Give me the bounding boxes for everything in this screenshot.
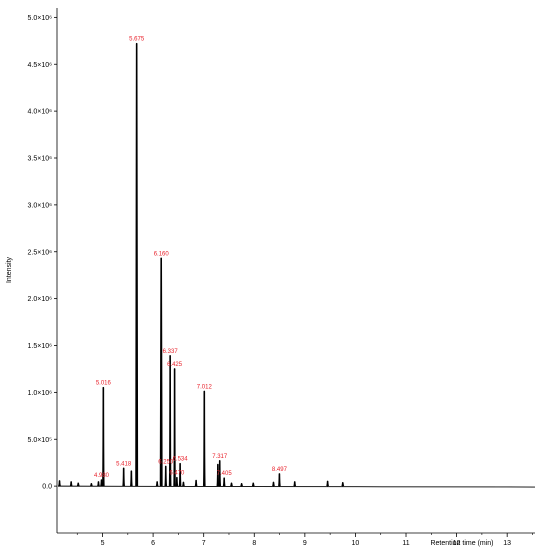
peak-trace xyxy=(194,479,198,487)
peak-label: 7.405 xyxy=(217,471,233,477)
peak-trace xyxy=(69,481,73,487)
y-tick-label: 1.5×10⁶ xyxy=(28,343,53,350)
peak-label: 6.160 xyxy=(154,251,170,257)
peak-trace xyxy=(240,482,244,487)
y-ticks: 0.0 5.0×10⁵ 1.0×10⁶ 1.5×10⁶ 2.0×10⁶ 2.5×10⁶ 3.… xyxy=(27,15,57,491)
y-tick-label: 1.0×10⁶ xyxy=(28,390,53,397)
peak-trace xyxy=(168,355,172,487)
y-tick-label: 4.0×10⁶ xyxy=(28,109,53,116)
x-tick-label: 5 xyxy=(101,540,105,547)
peak-trace xyxy=(97,481,100,487)
y-tick-label: 4.5×10⁶ xyxy=(28,62,53,69)
peak-label: 7.317 xyxy=(212,454,228,460)
y-tick-label: 3.0×10⁶ xyxy=(28,202,53,209)
peak-trace xyxy=(293,481,297,487)
peak-label: 4.980 xyxy=(94,473,110,479)
peak-label: 6.470 xyxy=(169,471,185,477)
y-tick-label: 5.0×10⁶ xyxy=(28,15,53,22)
peak-trace xyxy=(326,480,330,487)
peak-label: 5.418 xyxy=(116,461,132,467)
baseline-trace xyxy=(58,485,536,488)
y-axis-title: Intensity xyxy=(6,256,13,283)
y-tick-label: 2.5×10⁶ xyxy=(28,249,53,256)
peak-trace xyxy=(178,462,182,487)
peak-label: 6.425 xyxy=(167,362,183,368)
peak-trace xyxy=(277,473,281,487)
x-tick-label: 7 xyxy=(202,540,206,547)
peak-trace xyxy=(100,479,103,487)
y-tick-label: 5.0×10⁵ xyxy=(27,437,52,444)
x-axis: 5 6 7 8 9 10 11 12 13 xyxy=(57,532,535,547)
peak-trace xyxy=(129,470,133,487)
peak-trace xyxy=(76,482,80,487)
peak-trace xyxy=(159,257,163,487)
peak-label: 8.497 xyxy=(272,467,288,473)
peak-trace xyxy=(202,390,206,487)
y-axis: 0.0 5.0×10⁵ 1.0×10⁶ 1.5×10⁶ 2.0×10⁶ 2.5×10⁶ 3.… xyxy=(27,8,58,533)
y-tick-label: 2.0×10⁶ xyxy=(28,296,53,303)
peak-trace xyxy=(216,463,220,487)
peak-trace xyxy=(251,482,255,487)
peak-trace xyxy=(230,482,233,487)
x-tick-label: 9 xyxy=(303,540,307,547)
peak-label: 6.534 xyxy=(173,457,189,463)
peak-label: 6.337 xyxy=(163,349,179,355)
peak-label: 5.016 xyxy=(96,381,112,387)
trace-layer xyxy=(58,42,536,488)
peak-trace xyxy=(222,477,226,487)
peak-trace xyxy=(90,482,93,487)
peak-trace xyxy=(122,467,126,487)
x-tick-label: 10 xyxy=(352,540,360,547)
peak-trace xyxy=(173,368,177,487)
peak-trace xyxy=(135,42,139,487)
x-tick-label: 12 xyxy=(453,540,461,547)
peak-label: 6.250 xyxy=(158,459,174,465)
peak-trace xyxy=(164,465,168,487)
x-tick-label: 6 xyxy=(151,540,155,547)
y-tick-label: 0.0 xyxy=(42,484,52,491)
x-tick-label: 13 xyxy=(503,540,511,547)
x-ticks: 5 6 7 8 9 10 11 12 13 xyxy=(76,533,533,547)
peak-trace xyxy=(182,481,185,487)
peak-label: 5.675 xyxy=(129,37,145,43)
peak-trace xyxy=(341,482,345,487)
peak-trace xyxy=(155,481,159,487)
peak-trace xyxy=(175,476,179,487)
peak-label: 7.012 xyxy=(197,384,213,390)
x-tick-label: 8 xyxy=(252,540,256,547)
peak-trace xyxy=(272,481,275,487)
peak-trace xyxy=(218,460,222,487)
x-tick-label: 11 xyxy=(402,540,409,547)
peak-trace xyxy=(101,386,105,487)
peak-trace xyxy=(58,480,61,487)
x-axis-title: Retention time (min) xyxy=(430,540,493,547)
y-tick-label: 3.5×10⁶ xyxy=(28,156,53,163)
peak-labels: 4.980 5.016 5.418 5.675 6.160 6.250 6.337 6.425… xyxy=(94,37,288,479)
